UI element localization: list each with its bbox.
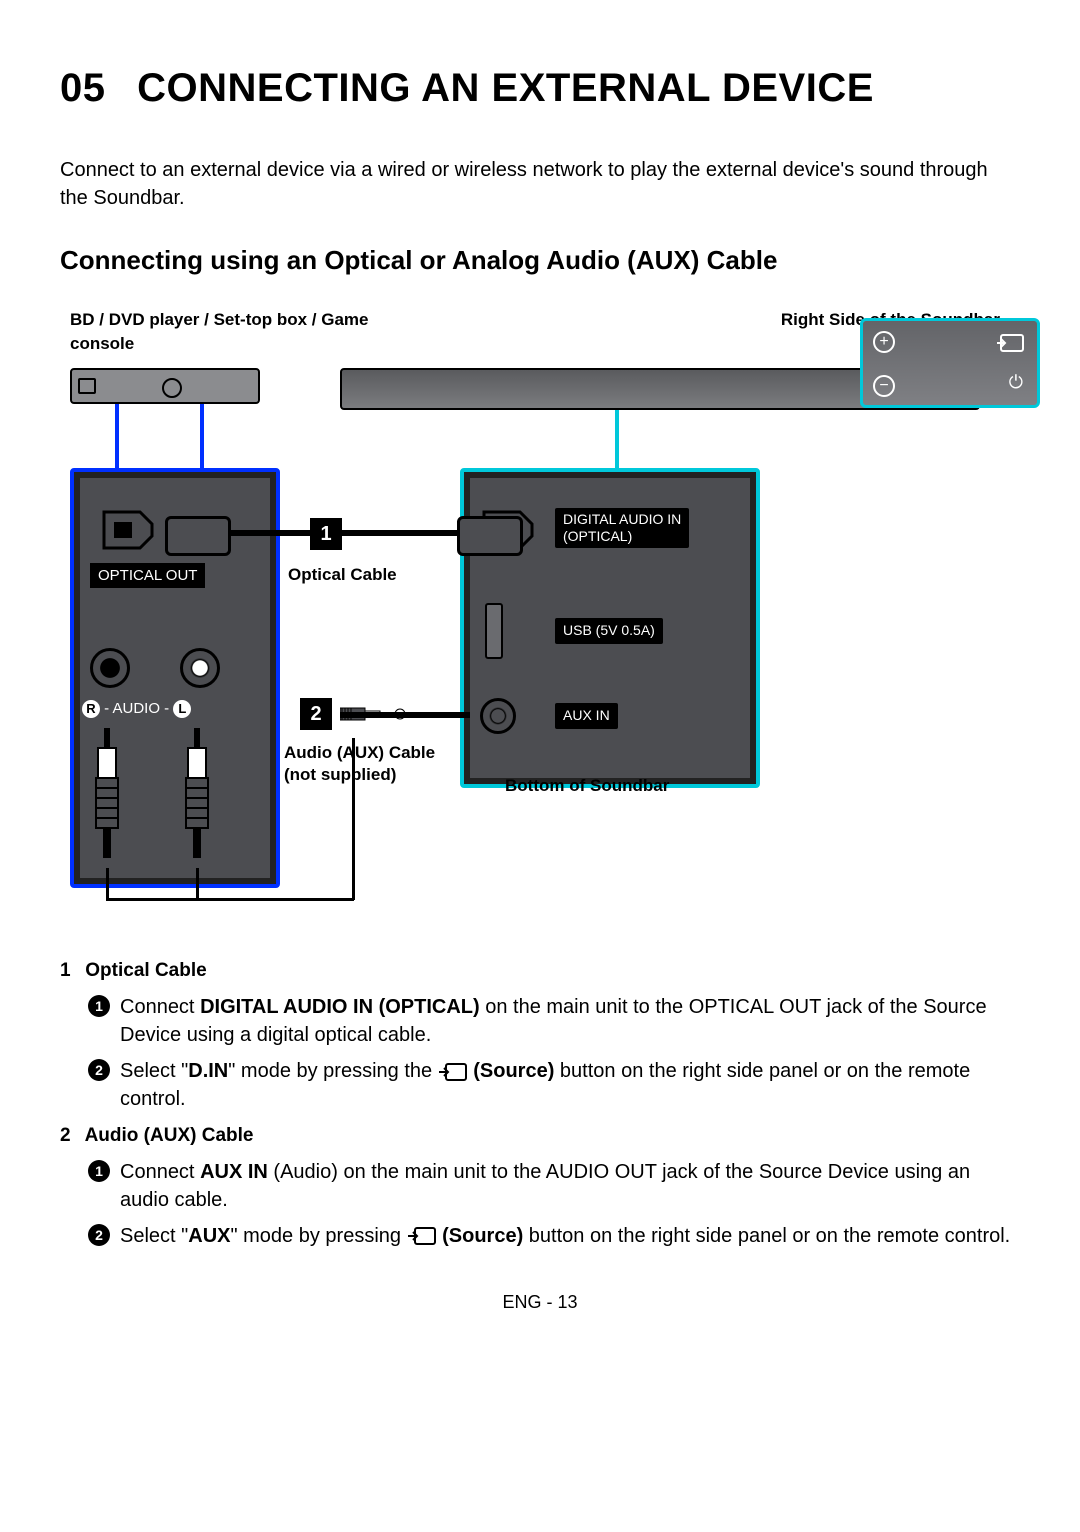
callout-line xyxy=(200,404,204,472)
step-number: 2 xyxy=(88,1224,110,1246)
connection-diagram: BD / DVD player / Set-top box / Game con… xyxy=(60,308,1020,908)
step-item: 1Connect DIGITAL AUDIO IN (OPTICAL) on t… xyxy=(88,993,1020,1049)
source-device-graphic xyxy=(70,368,260,404)
step-list: 1Connect DIGITAL AUDIO IN (OPTICAL) on t… xyxy=(60,993,1020,1113)
optical-out-label: OPTICAL OUT xyxy=(90,563,205,588)
intro-text: Connect to an external device via a wire… xyxy=(60,156,1020,212)
soundbar-side-panel: + − ⏻ xyxy=(860,318,1040,408)
step-number: 2 xyxy=(88,1059,110,1081)
instruction-heading: 2 Audio (AUX) Cable xyxy=(60,1123,1020,1150)
rca-plug-icon xyxy=(182,728,212,858)
chapter-number: 05 xyxy=(60,66,106,110)
instructions-section: 1 Optical Cable 1Connect DIGITAL AUDIO IN… xyxy=(60,958,1020,1249)
bottom-soundbar-label: Bottom of Soundbar xyxy=(505,774,669,798)
instruction-heading: 1 Optical Cable xyxy=(60,958,1020,985)
usb-label: USB (5V 0.5A) xyxy=(555,618,663,644)
digital-audio-in-label: DIGITAL AUDIO IN (OPTICAL) xyxy=(555,508,689,548)
source-icon xyxy=(995,331,1025,355)
source-device-label: BD / DVD player / Set-top box / Game con… xyxy=(70,308,370,356)
step-number: 1 xyxy=(88,1160,110,1182)
aux-cable-graphic xyxy=(340,712,470,718)
step-list: 1Connect AUX IN (Audio) on the main unit… xyxy=(60,1158,1020,1250)
audio-rl-label: R - AUDIO - L xyxy=(82,698,191,719)
step-item: 2Select "D.IN" mode by pressing the (Sou… xyxy=(88,1057,1020,1113)
section-title: Connecting using an Optical or Analog Au… xyxy=(60,242,1020,278)
cable-line xyxy=(106,898,354,901)
cable-line xyxy=(106,868,109,898)
callout-line xyxy=(615,410,619,470)
chapter-title-text: CONNECTING AN EXTERNAL DEVICE xyxy=(137,66,874,110)
step-item: 2Select "AUX" mode by pressing (Source) … xyxy=(88,1222,1020,1250)
optical-out-port-icon xyxy=(100,508,156,552)
usb-port-icon xyxy=(485,603,503,659)
aux-label: AUX IN xyxy=(555,703,618,729)
optical-cable-graphic xyxy=(225,530,463,536)
badge-1: 1 xyxy=(310,518,342,550)
optical-cable-label: Optical Cable xyxy=(288,563,397,587)
page-footer: ENG - 13 xyxy=(60,1290,1020,1315)
source-icon xyxy=(438,1062,468,1082)
volume-down-icon: − xyxy=(873,375,895,397)
power-icon: ⏻ xyxy=(1009,370,1023,395)
step-number: 1 xyxy=(88,995,110,1017)
source-icon xyxy=(407,1226,437,1246)
step-item: 1Connect AUX IN (Audio) on the main unit… xyxy=(88,1158,1020,1214)
chapter-title: 05 CONNECTING AN EXTERNAL DEVICE xyxy=(60,60,1020,116)
rca-plug-icon xyxy=(92,728,122,858)
callout-line xyxy=(115,404,119,472)
aux-cable-label: Audio (AUX) Cable (not supplied) xyxy=(284,742,435,786)
cable-line xyxy=(196,868,199,898)
volume-up-icon: + xyxy=(873,331,895,353)
badge-2: 2 xyxy=(300,698,332,730)
